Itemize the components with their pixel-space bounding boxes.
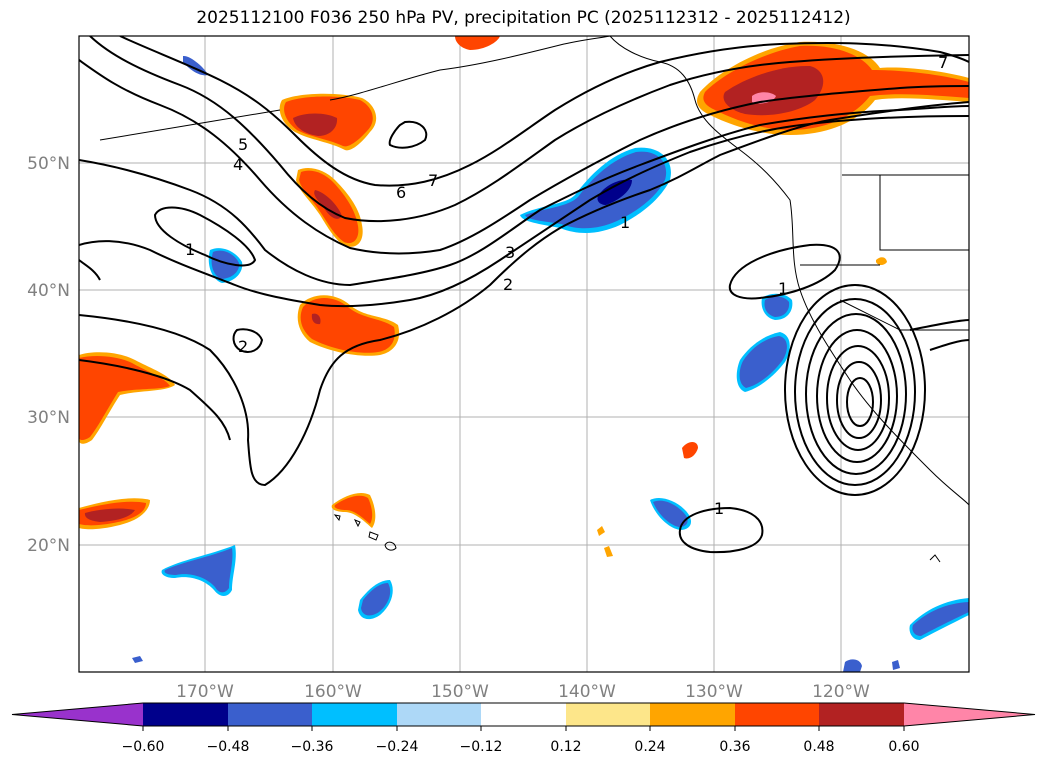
- colorbar-segment: [228, 703, 312, 726]
- colorbar-tick-label: −0.36: [291, 739, 334, 755]
- colorbar-segment: [819, 703, 904, 726]
- contour-label: 6: [396, 183, 406, 202]
- contour-label: 5: [238, 135, 248, 154]
- colorbar-tick-label: −0.60: [122, 739, 165, 755]
- longitude-label: 130°W: [685, 682, 743, 702]
- plot-frame: [78, 35, 970, 673]
- contour-label: 1: [185, 240, 195, 259]
- pv-cutoff-low: [784, 284, 969, 496]
- latitude-axis: 50°N 40°N 30°N 20°N: [27, 154, 70, 556]
- contour-label: 1: [714, 499, 724, 518]
- contour-label: 4: [233, 155, 243, 174]
- negative-precip-anomalies: [132, 55, 969, 672]
- longitude-label: 170°W: [176, 682, 234, 702]
- latitude-label: 30°N: [27, 408, 70, 428]
- positive-precip-anomalies: [79, 36, 969, 557]
- colorbar-extend-max: [904, 703, 1035, 726]
- pv-ellipse-130w-40n: [728, 243, 841, 300]
- colorbar-segment: [735, 703, 819, 726]
- contour-label: 3: [505, 243, 515, 262]
- latitude-label: 20°N: [27, 536, 70, 556]
- pv-contours: [79, 36, 969, 554]
- pv-contour-4: [79, 115, 969, 308]
- colorbar-tick-label: 0.24: [634, 739, 665, 755]
- colorbar-segments: [11, 702, 1036, 727]
- contour-label: 2: [503, 275, 513, 294]
- contour-label: 1: [778, 279, 788, 298]
- longitude-label: 120°W: [812, 682, 870, 702]
- longitude-label: 160°W: [304, 682, 362, 702]
- contour-label: 7: [428, 171, 438, 190]
- longitude-axis: 170°W 160°W 150°W 140°W 130°W 120°W: [176, 682, 870, 702]
- colorbar-segment: [566, 703, 650, 726]
- longitude-label: 150°W: [431, 682, 489, 702]
- colorbar-segment: [143, 703, 228, 726]
- colorbar-tick-labels: −0.60 −0.48 −0.36 −0.24 −0.12 0.12 0.24 …: [122, 739, 920, 755]
- pv-contour-1-main: [79, 101, 969, 487]
- latitude-label: 50°N: [27, 154, 70, 174]
- precip-blob-top: [455, 36, 500, 50]
- pv-ellipse-130w-21n: [678, 506, 764, 554]
- pv-contour-6: [89, 36, 969, 223]
- colorbar-tick-label: 0.36: [719, 739, 750, 755]
- contour-label: 2: [238, 337, 248, 356]
- colorbar-tick-label: 0.60: [888, 739, 919, 755]
- colorbar-tick-label: 0.48: [803, 739, 834, 755]
- plot-area: 1 2 3 4 5 6 7 1 2 1 1 7: [79, 36, 969, 672]
- colorbar-tick-label: −0.24: [376, 739, 419, 755]
- latitude-label: 40°N: [27, 281, 70, 301]
- colorbar-segment: [397, 703, 481, 726]
- precip-blob-130w-27n: [682, 442, 698, 459]
- pv-contour-7: [119, 36, 969, 187]
- pv-contour-labels: 1 2 3 4 5 6 7 1 2 1 1 7: [185, 53, 948, 518]
- pv-contour-2: [79, 105, 969, 287]
- map-title: 2025112100 F036 250 hPa PV, precipitatio…: [196, 8, 851, 28]
- colorbar-segment: [650, 703, 735, 726]
- colorbar-segment: [312, 703, 397, 726]
- pv-contour-3: [153, 206, 257, 267]
- contour-label: 1: [620, 213, 630, 232]
- longitude-label: 140°W: [558, 682, 616, 702]
- colorbar-segment: [481, 703, 566, 726]
- colorbar-extend-min: [12, 703, 143, 726]
- colorbar-ticks: [142, 726, 905, 731]
- colorbar-tick-label: −0.48: [207, 739, 250, 755]
- colorbar: −0.60 −0.48 −0.36 −0.24 −0.12 0.12 0.24 …: [11, 702, 1036, 755]
- pv-contour-5: [79, 59, 969, 255]
- colorbar-tick-label: 0.12: [550, 739, 581, 755]
- contour-label: 7: [938, 53, 948, 72]
- colorbar-tick-label: −0.12: [460, 739, 503, 755]
